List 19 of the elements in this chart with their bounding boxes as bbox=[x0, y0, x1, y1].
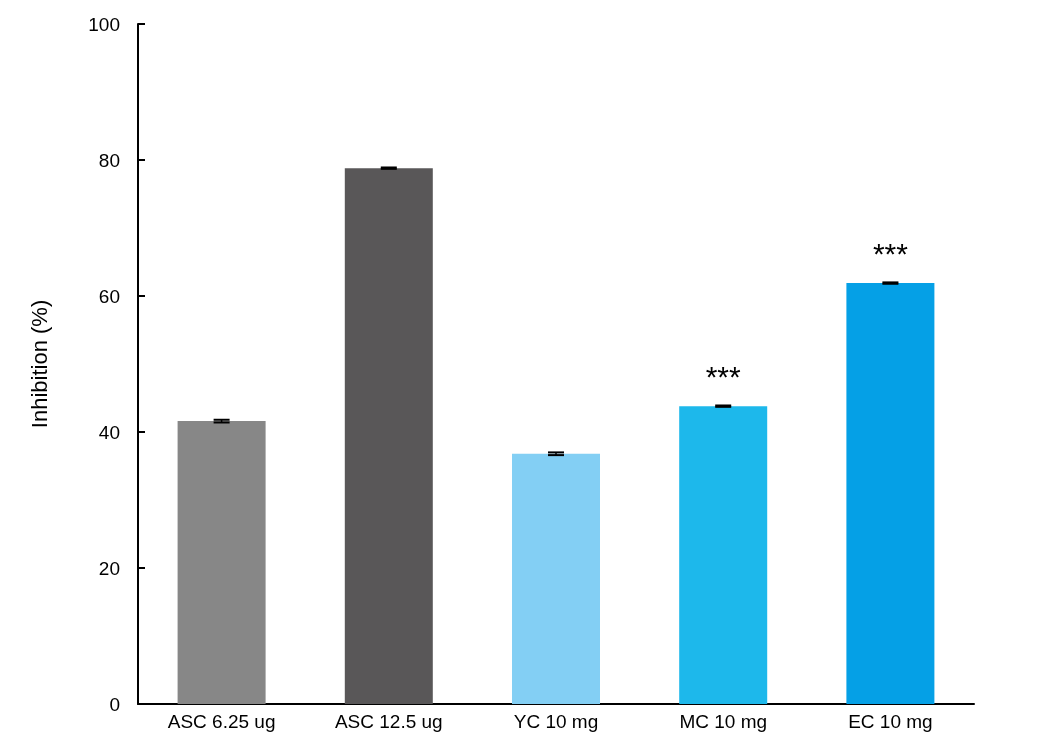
y-tick-label: 40 bbox=[98, 421, 120, 443]
x-tick-label: MC 10 mg bbox=[679, 711, 768, 732]
y-tick-label: 80 bbox=[98, 149, 120, 171]
annotation: *** bbox=[705, 359, 742, 393]
bar bbox=[177, 421, 266, 704]
y-tick-label: 20 bbox=[98, 557, 120, 579]
bar bbox=[512, 453, 600, 704]
y-tick-label: 60 bbox=[98, 285, 120, 307]
annotation: *** bbox=[872, 236, 909, 270]
bar bbox=[679, 406, 768, 704]
x-tick-label: EC 10 mg bbox=[848, 711, 933, 732]
bar bbox=[344, 168, 433, 704]
bar bbox=[846, 283, 935, 704]
y-tick-label: 100 bbox=[88, 13, 120, 35]
y-axis-title: Inhibition (%) bbox=[26, 299, 52, 429]
x-tick-label: ASC 12.5 ug bbox=[334, 711, 443, 732]
y-tick-label: 0 bbox=[109, 693, 120, 715]
x-tick-label: YC 10 mg bbox=[513, 711, 599, 732]
x-tick-label: ASC 6.25 ug bbox=[167, 711, 276, 732]
